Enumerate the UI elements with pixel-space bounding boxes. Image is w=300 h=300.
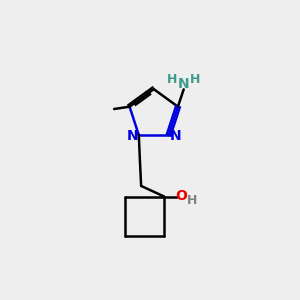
Text: N: N bbox=[170, 129, 182, 143]
Text: H: H bbox=[190, 73, 200, 86]
Text: H: H bbox=[167, 73, 177, 86]
Text: N: N bbox=[178, 76, 190, 91]
Text: H: H bbox=[187, 194, 197, 207]
Text: O: O bbox=[176, 189, 188, 203]
Text: N: N bbox=[127, 129, 139, 143]
